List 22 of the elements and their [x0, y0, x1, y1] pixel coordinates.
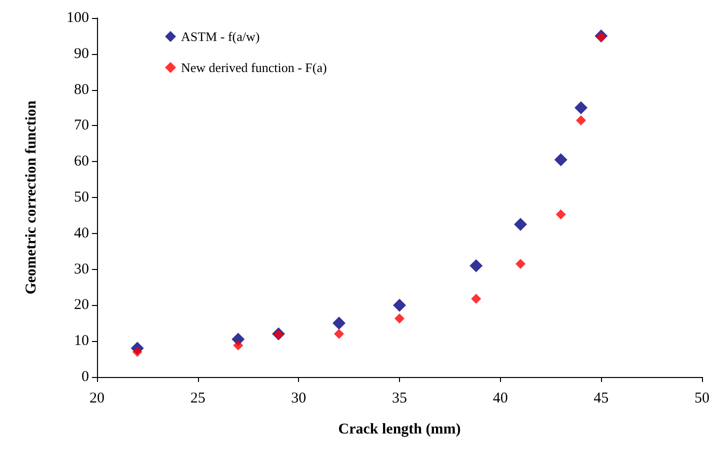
- x-tick-label: 45: [594, 390, 609, 406]
- y-tick-label: 80: [74, 82, 89, 98]
- y-tick-label: 20: [74, 297, 89, 314]
- x-tick-label: 50: [694, 390, 710, 406]
- y-tick-label: 10: [74, 333, 89, 350]
- y-tick-label: 0: [82, 369, 89, 385]
- y-tick-label: 30: [74, 261, 89, 278]
- x-tick-label: 40: [492, 390, 508, 406]
- x-axis-title: Crack length (mm): [338, 422, 461, 438]
- y-tick-label: 60: [74, 154, 89, 170]
- y-tick-label: 50: [74, 190, 89, 206]
- y-tick-label: 40: [74, 225, 89, 242]
- y-tick-label: 70: [74, 118, 89, 134]
- x-tick-label: 20: [90, 390, 104, 406]
- x-tick-label: 35: [392, 390, 407, 406]
- x-tick-label: 25: [190, 390, 206, 406]
- y-axis-title: Geometric correction function: [24, 100, 40, 294]
- y-tick-label: 90: [74, 46, 89, 62]
- legend-label: New derived function - F(a): [181, 60, 327, 75]
- legend-label: ASTM - f(a/w): [181, 29, 260, 44]
- y-tick-label: 100: [66, 10, 89, 26]
- x-tick-label: 30: [291, 390, 306, 406]
